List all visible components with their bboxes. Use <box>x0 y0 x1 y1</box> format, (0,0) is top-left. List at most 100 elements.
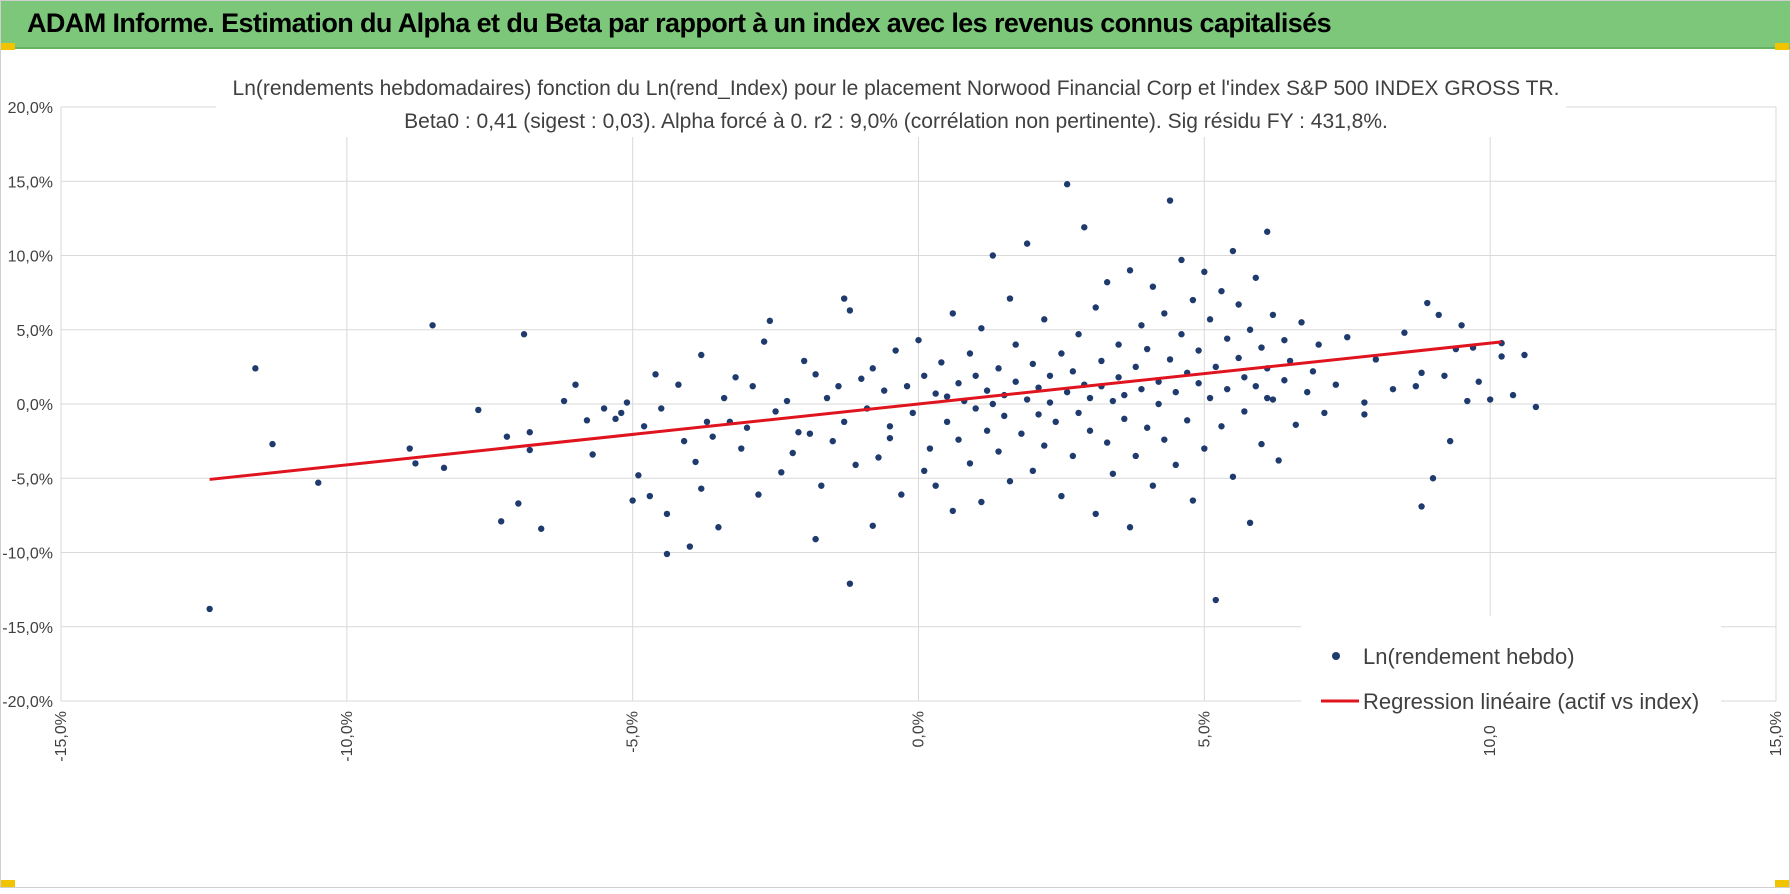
data-point <box>892 347 899 354</box>
data-point <box>1052 418 1059 426</box>
data-point <box>1189 296 1197 304</box>
data-point <box>1229 247 1237 255</box>
data-point <box>995 365 1002 372</box>
data-point <box>955 380 962 387</box>
data-point <box>635 472 642 479</box>
data-point <box>1132 363 1139 371</box>
data-point <box>743 424 751 431</box>
resize-handle-top-right[interactable] <box>1775 43 1789 50</box>
data-point <box>915 336 922 344</box>
data-point <box>772 408 779 415</box>
data-point <box>835 382 842 390</box>
data-point <box>1424 299 1431 307</box>
data-point <box>406 445 413 452</box>
data-point <box>1149 283 1157 290</box>
data-point <box>989 400 997 408</box>
data-point <box>1315 341 1322 348</box>
data-point <box>972 372 979 379</box>
data-point <box>1429 475 1437 482</box>
data-point <box>1321 409 1328 417</box>
resize-handle-bottom-left[interactable] <box>1 880 15 887</box>
data-point <box>983 427 991 434</box>
data-point <box>440 464 448 472</box>
data-point <box>629 497 636 504</box>
legend-label-line: Regression linéaire (actif vs index) <box>1363 689 1699 714</box>
y-tick-label: -5,0% <box>11 471 53 488</box>
data-point <box>1029 360 1037 368</box>
data-point <box>572 381 579 388</box>
data-point <box>1464 397 1471 405</box>
data-point <box>1103 439 1111 446</box>
data-point <box>1086 427 1094 434</box>
y-tick-labels: 20,0% 15,0% 10,0% 5,0% 0,0% -5,0% -10,0% -15,0%… <box>2 100 53 711</box>
resize-handle-top-left[interactable] <box>1 43 15 50</box>
data-point <box>652 371 659 378</box>
data-point <box>1012 378 1019 385</box>
data-point <box>1475 378 1482 385</box>
data-point <box>806 430 814 437</box>
data-point <box>686 543 694 550</box>
data-point <box>640 423 648 430</box>
data-point <box>1281 336 1288 344</box>
data-point <box>1138 385 1145 393</box>
data-point <box>932 390 939 397</box>
data-point <box>1304 388 1311 396</box>
data-point <box>921 372 928 379</box>
data-point <box>675 381 682 388</box>
data-point <box>903 382 911 390</box>
data-point <box>1001 412 1008 420</box>
data-point <box>1138 322 1145 329</box>
data-point <box>1521 351 1528 359</box>
data-point <box>515 500 522 507</box>
data-point <box>972 405 979 412</box>
data-point <box>1023 240 1031 247</box>
data-point <box>1412 382 1420 390</box>
data-point <box>1252 274 1259 281</box>
data-point <box>881 387 888 394</box>
scatter-points <box>206 181 1540 613</box>
data-point <box>1401 329 1408 336</box>
data-point <box>1092 510 1099 518</box>
data-point <box>1121 415 1128 423</box>
data-point <box>1035 411 1042 418</box>
y-tick-label: -15,0% <box>2 620 53 637</box>
data-point <box>1058 492 1065 500</box>
data-point <box>1275 457 1282 464</box>
data-point <box>846 307 854 314</box>
data-point <box>840 295 848 302</box>
data-point <box>560 397 568 405</box>
data-point <box>1103 279 1111 286</box>
data-point <box>1389 385 1397 393</box>
data-point <box>206 605 213 613</box>
data-point <box>1201 268 1208 276</box>
data-point <box>755 491 762 498</box>
data-point <box>1441 372 1448 379</box>
y-tick-label: 15,0% <box>8 174 53 191</box>
data-point <box>966 460 974 467</box>
data-point <box>1309 368 1317 375</box>
data-point <box>709 433 716 440</box>
data-point <box>1178 256 1185 264</box>
data-point <box>1189 497 1197 504</box>
data-point <box>1224 385 1231 393</box>
data-point <box>1155 400 1162 408</box>
data-point <box>538 525 545 532</box>
data-point <box>1235 301 1242 308</box>
data-point <box>1012 341 1019 348</box>
y-tick-label: -20,0% <box>2 694 53 711</box>
data-point <box>1195 347 1202 354</box>
resize-handle-bottom-right[interactable] <box>1775 880 1789 887</box>
data-point <box>1126 524 1134 531</box>
data-point <box>1298 319 1305 326</box>
data-point <box>1166 356 1174 363</box>
data-point <box>520 331 528 338</box>
data-point <box>938 359 945 366</box>
data-point <box>909 409 916 417</box>
data-point <box>1155 378 1162 385</box>
data-point <box>1258 344 1265 351</box>
data-point <box>800 357 808 365</box>
data-point <box>1235 354 1242 362</box>
legend-label-scatter: Ln(rendement hebdo) <box>1363 644 1575 669</box>
data-point <box>921 467 928 475</box>
